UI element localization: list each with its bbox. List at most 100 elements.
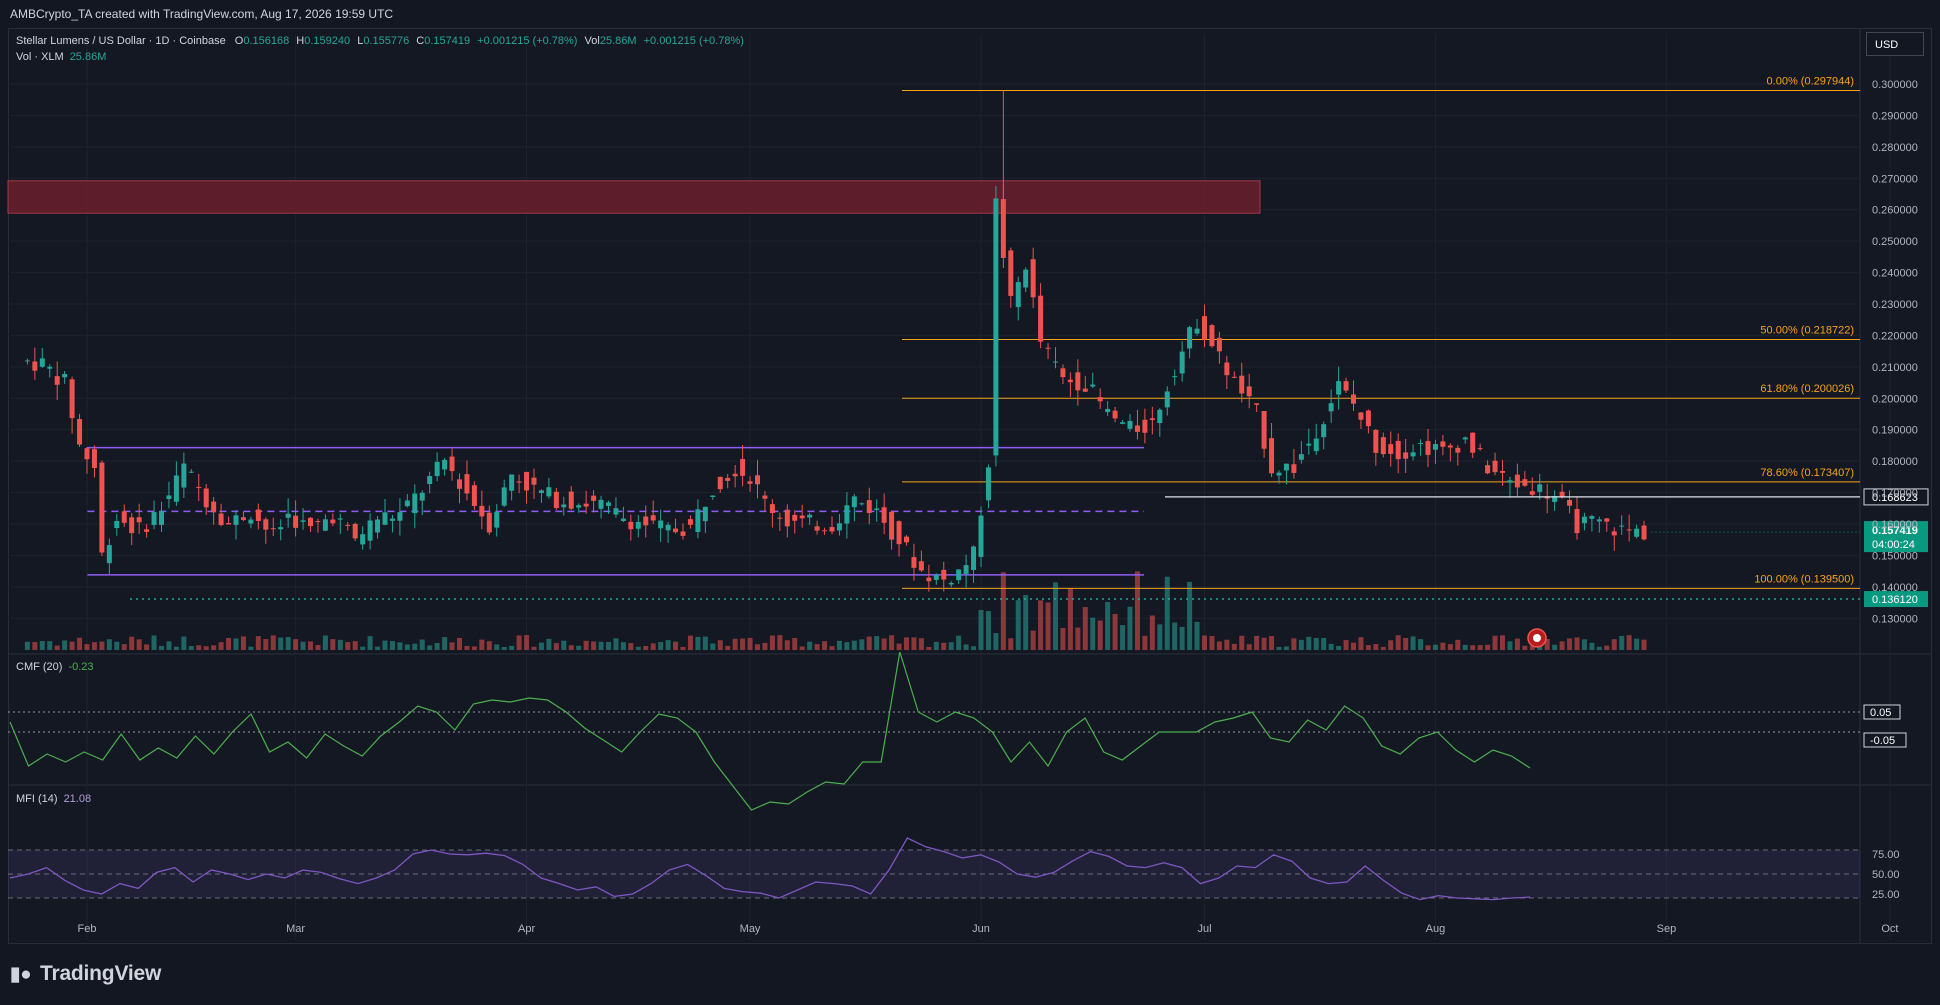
volume-bar [747,637,753,650]
cmf-line [9,651,1531,811]
candle-body [866,500,872,514]
volume-bar [99,641,105,650]
volume-bar [911,637,917,650]
volume-bar [971,646,977,650]
candle-body [799,515,805,519]
time-tick-label: Sep [1657,923,1677,935]
candle-body [1067,379,1073,383]
candle-body [1164,391,1170,408]
candle-body [486,512,492,533]
cmf-legend-label[interactable]: CMF (20) [16,661,63,673]
volume-bar [1596,646,1602,650]
volume-bar [1619,635,1625,650]
close-value: 0.157419 [424,35,471,47]
volume-bar [1269,636,1275,650]
volume-bar [1172,622,1178,650]
candle-body [1246,386,1252,397]
candle-body [710,495,716,497]
volume-bar [576,645,582,650]
volume-bar [1589,642,1595,650]
candle-body [300,520,306,522]
symbol-legend: Stellar Lumens / US Dollar · 1D · Coinba… [16,35,744,47]
price-tick-label: 0.280000 [1872,142,1918,154]
candle-body [54,376,60,385]
volume-bar [948,642,954,650]
candle-body [844,505,850,524]
volume-bar [1127,606,1133,650]
candle-body [434,461,440,477]
candle-body [121,511,127,523]
volume-bar [69,641,75,650]
candle-body [69,379,75,419]
candle-body [1492,460,1498,473]
chart-canvas[interactable]: 0.00% (0.297944) 50.00% (0.218722) 61.80% … [0,0,1940,944]
volume-bar [881,638,887,650]
watermark-bar: AMBCrypto_TA created with TradingView.co… [0,0,1940,28]
volume-bar [32,642,38,650]
volume-bar [769,635,775,650]
volume-bar [1365,645,1371,650]
volume-bar [1209,635,1215,650]
volume-bar [1373,644,1379,650]
volume-bar [166,641,172,650]
volume-bar [650,643,656,650]
volume-bar [1283,646,1289,650]
fib-retracement: 0.00% (0.297944) 50.00% (0.218722) 61.80% … [902,75,1860,589]
volume-bar [1462,644,1468,650]
time-tick-label: Feb [78,923,97,935]
currency-button[interactable]: USD [1866,32,1924,56]
volume-bar [1358,637,1364,650]
candle-body [471,485,477,506]
symbol-title[interactable]: Stellar Lumens / US Dollar · 1D · Coinba… [16,35,226,47]
candle-body [643,516,649,526]
candle-body [978,515,984,557]
support-tag-label: 0.168623 [1872,492,1918,504]
tradingview-logo-icon: ▮● [10,964,32,985]
volume-bar [904,637,909,650]
candle-body [1053,361,1058,363]
volume-bar [248,646,254,650]
candle-body [1134,425,1140,432]
candle-body [956,569,962,581]
candle-body [1485,465,1491,474]
candle-body [419,492,425,501]
tradingview-logo[interactable]: ▮● TradingView [10,962,161,986]
volume-bar [784,640,790,650]
candle-body [926,577,932,582]
volume-bar [1336,645,1342,650]
candle-body [1209,325,1215,347]
candle-body [859,503,865,505]
candle-body [509,474,515,491]
volume-bar [933,641,939,650]
mfi-legend-label[interactable]: MFI (14) [16,793,58,805]
candle-body [1097,397,1103,402]
candle-body [591,495,597,501]
candle-body [904,536,909,543]
volume-bar [1514,638,1520,650]
event-flag-dot [1533,634,1541,642]
vol-label: Vol [584,35,600,47]
volume-bar [1179,626,1185,650]
open-value: 0.156168 [243,35,290,47]
candle-body [1380,437,1386,455]
candle-body [337,518,343,520]
time-tick-label: May [740,923,761,935]
volume-bar [1403,637,1409,650]
volume-bar [710,643,716,650]
mfi-legend-value: 21.08 [63,793,92,805]
volume-bar [889,635,895,650]
candle-body [293,515,299,528]
volume-bar [583,640,589,650]
volume-bar [1224,639,1230,650]
volume-bar [300,641,306,650]
candle-body [181,463,187,488]
fib-level-label: 100.00% (0.139500) [1754,573,1854,585]
volume-legend-label[interactable]: Vol · XLM [16,51,64,63]
candle-body [1045,347,1051,349]
candle-body [263,519,269,530]
candle-body [598,499,604,509]
price-tick-label: 0.190000 [1872,425,1918,437]
volume-bar [1194,621,1200,650]
candle-body [1388,444,1394,454]
candle-body [993,198,999,456]
